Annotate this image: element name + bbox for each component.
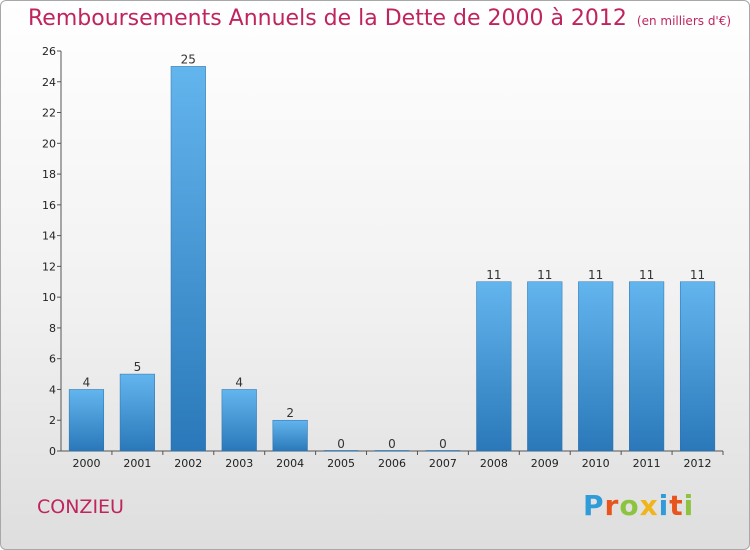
y-tick-label: 12 [42,260,56,273]
bar-value-label: 0 [439,437,447,451]
bar-value-label: 4 [235,375,243,389]
bar [527,281,563,452]
bar-value-label: 5 [134,360,142,374]
bar [679,281,716,452]
x-tick-label: 2003 [225,457,253,470]
logo-letter: i [658,489,670,522]
bar [221,389,257,452]
bar [629,281,665,452]
y-tick-label: 2 [49,414,56,427]
bar [272,419,308,452]
x-tick-label: 2010 [582,457,610,470]
y-tick-label: 10 [42,291,56,304]
bar-value-label: 11 [537,268,552,282]
bar [68,389,105,452]
chart-title: Remboursements Annuels de la Dette de 20… [28,6,731,31]
chart-title-main: Remboursements Annuels de la Dette de 20… [28,6,627,31]
logo-letter: i [683,489,695,522]
bars: 4 5 25 4 2 0 0 0 11 11 11 11 11 [68,52,716,452]
x-tick-label: 2000 [72,457,100,470]
x-tick-label: 2011 [633,457,661,470]
bar-value-label: 11 [690,268,705,282]
y-tick-label: 6 [49,353,56,366]
proxiti-logo: Proxiti [583,489,694,522]
bar-value-label: 11 [486,268,501,282]
x-tick-label: 2009 [531,457,559,470]
x-tick-label: 2008 [480,457,508,470]
y-tick-label: 0 [49,445,56,458]
y-tick-label: 22 [42,107,56,120]
bar-value-label: 11 [588,268,603,282]
logo-letter: x [639,489,659,522]
x-tick-label: 2004 [276,457,304,470]
logo-letter: t [669,489,684,522]
bar-value-label: 0 [388,437,396,451]
x-tick-label: 2006 [378,457,406,470]
logo-letter: r [604,489,620,522]
bar [170,66,206,452]
y-tick-label: 26 [42,45,56,58]
bar-value-label: 4 [83,375,91,389]
x-tick-label: 2005 [327,457,355,470]
bar-value-label: 0 [337,437,345,451]
y-tick-label: 24 [42,76,56,89]
bar-value-label: 2 [286,406,294,420]
y-tick-label: 14 [42,230,56,243]
x-tick-label: 2012 [684,457,712,470]
logo-letter: o [619,489,640,522]
y-tick-label: 4 [49,383,56,396]
bar-value-label: 25 [181,52,196,66]
x-tick-label: 2001 [123,457,151,470]
logo-letter: P [583,489,605,522]
bar [578,281,614,452]
bar [323,450,359,451]
x-tick-label: 2002 [174,457,202,470]
y-tick-label: 18 [42,168,56,181]
y-tick-label: 8 [49,322,56,335]
bar-value-label: 11 [639,268,654,282]
bar [476,281,512,452]
bar [374,450,410,451]
x-tick-label: 2007 [429,457,457,470]
y-tick-label: 20 [42,137,56,150]
bar [425,450,461,451]
y-tick-label: 16 [42,199,56,212]
commune-name: CONZIEU [37,496,124,518]
chart-title-unit: (en milliers d'€) [636,14,732,28]
bar [119,373,155,452]
